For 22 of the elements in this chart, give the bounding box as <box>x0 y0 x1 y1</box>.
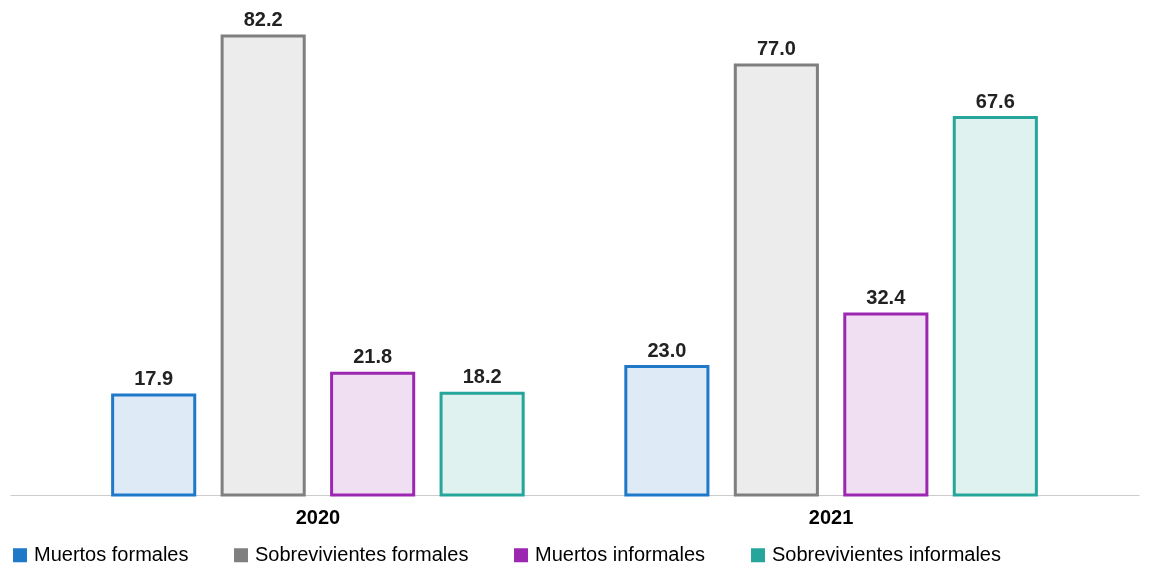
data-label: 67.6 <box>975 89 1015 112</box>
x-tick-label: 2021 <box>808 505 854 528</box>
bar <box>220 34 306 497</box>
data-label: 21.8 <box>353 345 393 368</box>
data-label: 77.0 <box>756 37 796 60</box>
data-label: 82.2 <box>243 8 283 30</box>
data-label: 18.2 <box>462 365 502 388</box>
x-tick-label: 2020 <box>295 505 341 528</box>
bar <box>111 393 197 497</box>
legend-label: Sobrevivientes formales <box>255 543 469 566</box>
bar <box>843 312 929 497</box>
bar <box>439 391 525 497</box>
legend-label: Muertos formales <box>34 543 189 566</box>
legend-label: Sobrevivientes informales <box>772 543 1001 566</box>
bar <box>733 63 819 497</box>
data-label: 17.9 <box>134 367 174 390</box>
bar <box>624 365 710 497</box>
bar <box>952 116 1038 497</box>
data-label: 32.4 <box>866 286 907 309</box>
data-label: 23.0 <box>647 338 687 361</box>
bar <box>330 371 416 497</box>
legend-label: Muertos informales <box>535 543 706 566</box>
